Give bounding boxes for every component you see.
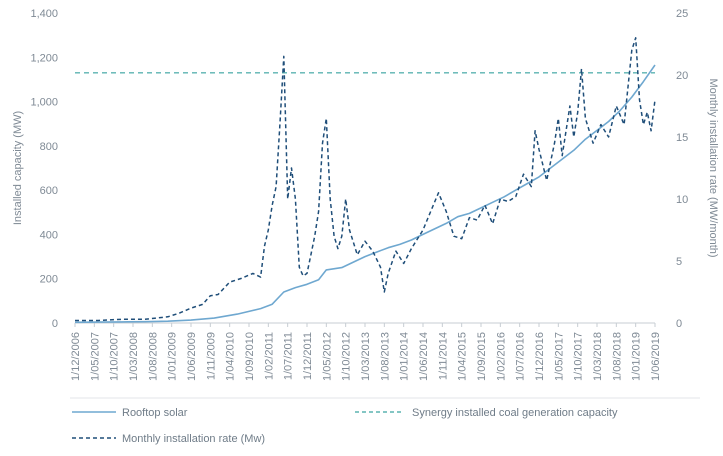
- x-tick-label: 1/06/2014: [418, 332, 430, 381]
- x-tick-label: 1/02/2016: [495, 332, 507, 381]
- y-right-tick-label: 10: [676, 194, 688, 206]
- y-left-tick-label: 1,000: [30, 97, 58, 109]
- x-tick-label: 1/08/2018: [611, 332, 623, 381]
- y-left-tick-label: 800: [40, 141, 58, 153]
- x-tick-label: 1/06/2009: [186, 332, 198, 381]
- legend-group: Rooftop solar Synergy installed coal gen…: [72, 407, 618, 445]
- x-tick-label: 1/05/2012: [321, 332, 333, 381]
- x-tick-label: 1/04/2015: [457, 332, 469, 381]
- x-tick-label: 1/06/2019: [650, 332, 662, 381]
- y-left-tick-label: 1,200: [30, 52, 58, 64]
- legend-label-coal: Synergy installed coal generation capaci…: [412, 407, 618, 419]
- series-monthly-rate: [75, 37, 656, 322]
- y-right-tick-label: 0: [676, 318, 682, 330]
- x-tick-label: 1/10/2007: [109, 332, 121, 381]
- series-rooftop-solar: [74, 64, 656, 324]
- y-right-tick-label: 15: [676, 132, 688, 144]
- x-tick-label: 1/09/2010: [244, 332, 256, 381]
- x-tick-label: 1/05/2007: [89, 332, 101, 381]
- legend-label-rooftop: Rooftop solar: [122, 407, 188, 419]
- series-group: [74, 37, 656, 324]
- y-left-tick-label: 200: [40, 274, 58, 286]
- x-tick-label: 1/11/2009: [205, 332, 217, 380]
- x-tick-label: 1/11/2014: [437, 332, 449, 380]
- legend-label-monthly: Monthly installation rate (Mw): [122, 433, 265, 445]
- x-tick-label: 1/01/2014: [399, 332, 411, 381]
- y-right-tick-label: 25: [676, 8, 688, 20]
- x-tick-label: 1/01/2009: [167, 332, 179, 381]
- x-tick-label: 1/05/2017: [553, 332, 565, 381]
- y-right-tick-label: 5: [676, 256, 682, 268]
- x-tick-label: 1/07/2011: [283, 332, 295, 380]
- x-tick-label: 1/10/2012: [341, 332, 353, 381]
- x-tick-label: 1/07/2016: [515, 332, 527, 381]
- x-tick-label: 1/03/2008: [128, 332, 140, 381]
- x-tick-label: 1/10/2017: [573, 332, 585, 381]
- x-tick-label: 1/04/2010: [225, 332, 237, 381]
- y-left-tick-label: 1,400: [30, 8, 58, 20]
- x-tick-label: 1/03/2018: [592, 332, 604, 381]
- y-axis-left-title: Installed capacity (MW): [12, 111, 24, 225]
- y-left-tick-label: 400: [40, 229, 58, 241]
- y-left-tick-label: 0: [52, 318, 58, 330]
- x-tick-label: 1/02/2011: [263, 332, 275, 380]
- x-tick-label: 1/12/2016: [534, 332, 546, 381]
- y-right-tick-label: 20: [676, 70, 688, 82]
- x-tick-label: 1/03/2013: [360, 332, 372, 381]
- x-tick-label: 1/09/2015: [476, 332, 488, 381]
- x-tick-label: 1/12/2006: [70, 332, 82, 381]
- x-tick-label: 1/12/2011: [302, 332, 314, 380]
- ticks-group: 0 200 400 600 800 1,000 1,200 1,400 0 5 10 15 20 25 1/…: [30, 8, 688, 381]
- y-axis-right-title: Monthly installation rate (MW/month): [707, 78, 719, 257]
- y-left-tick-label: 600: [40, 185, 58, 197]
- x-tick-label: 1/08/2008: [147, 332, 159, 381]
- x-tick-label: 1/01/2019: [631, 332, 643, 381]
- x-tick-label: 1/08/2013: [379, 332, 391, 381]
